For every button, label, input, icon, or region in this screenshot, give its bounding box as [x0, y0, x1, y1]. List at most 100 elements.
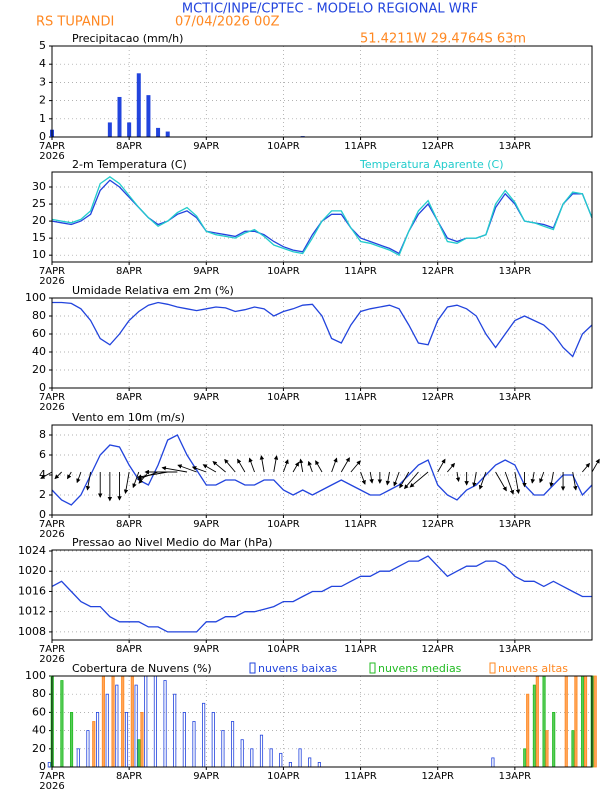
- wind-arrow: [248, 457, 255, 473]
- bar: [136, 73, 141, 137]
- x-tick-label: 11APR: [344, 519, 377, 530]
- run-time: 07/04/2026 00Z: [175, 15, 280, 30]
- wind-arrow: [54, 471, 62, 480]
- wind-arrow: [572, 471, 578, 491]
- y-tick-label: 1012: [18, 605, 46, 618]
- wind-arrow: [67, 471, 72, 480]
- x-tick-label: 8APR: [116, 266, 142, 277]
- bar: [153, 675, 157, 768]
- bar: [574, 675, 578, 768]
- bar: [47, 762, 51, 768]
- wind-arrow: [478, 471, 487, 490]
- x-tick-label: 13APR: [499, 644, 532, 655]
- bar: [137, 739, 141, 768]
- bar: [92, 721, 96, 768]
- x-tick-label: 13APR: [499, 141, 532, 152]
- y-tick-label: 20: [32, 214, 46, 227]
- x-tick-label: 7APR: [39, 392, 65, 403]
- bar: [593, 675, 597, 768]
- bar: [127, 122, 132, 137]
- y-tick-label: 80: [32, 687, 46, 700]
- bar: [69, 712, 74, 768]
- x-tick-label: 11APR: [344, 771, 377, 782]
- wind-arrow: [360, 471, 366, 485]
- y-tick-label: 40: [32, 724, 46, 737]
- y-tick-label: 3: [39, 75, 46, 88]
- bar: [221, 730, 225, 768]
- header-title: MCTIC/INPE/CPTEC - MODELO REGIONAL WRF: [182, 2, 478, 17]
- wind-arrow: [283, 459, 289, 473]
- y-tick-label: 15: [32, 231, 46, 244]
- wind-arrow: [385, 471, 391, 486]
- bar: [211, 712, 215, 768]
- x-tick-label: 9APR: [193, 392, 219, 403]
- x-tick-label: 11APR: [344, 266, 377, 277]
- bar: [95, 712, 100, 768]
- bar: [192, 721, 196, 768]
- year-label: 2026: [39, 654, 64, 665]
- wind-arrow: [455, 471, 461, 482]
- bar: [182, 712, 186, 768]
- wind-arrow: [315, 460, 323, 473]
- wind-arrow: [259, 455, 265, 473]
- bar: [60, 680, 64, 768]
- y-tick-label: 2: [39, 94, 46, 107]
- bar: [564, 675, 568, 768]
- wind-arrow: [437, 458, 446, 473]
- y-tick-label: 25: [32, 197, 46, 210]
- bar: [240, 739, 244, 768]
- y-tick-label: 0: [39, 130, 46, 143]
- x-tick-label: 10APR: [267, 141, 300, 152]
- wind-arrow: [404, 471, 419, 490]
- y-tick-label: 4: [39, 57, 46, 70]
- panel-title: Precipitacao (mm/h): [72, 32, 183, 45]
- y-tick-label: 80: [32, 309, 46, 322]
- panel-title: Pressao ao Nivel Medio do Mar (hPa): [72, 536, 272, 549]
- x-tick-label: 7APR: [39, 644, 65, 655]
- bar: [526, 693, 530, 768]
- bar: [532, 684, 536, 768]
- bar: [571, 730, 575, 768]
- x-tick-label: 12APR: [421, 771, 454, 782]
- plot-frame: [51, 297, 593, 389]
- y-tick-label: 2: [39, 488, 46, 501]
- bar: [535, 675, 539, 768]
- bar: [317, 762, 321, 768]
- wind-arrow: [137, 471, 168, 479]
- wind-arrow: [191, 466, 207, 473]
- bar: [156, 127, 161, 137]
- x-tick-label: 8APR: [116, 519, 142, 530]
- wind-arrow: [340, 457, 350, 473]
- x-tick-label: 7APR: [39, 266, 65, 277]
- wind-arrow: [514, 471, 521, 495]
- y-tick-label: 6: [39, 448, 46, 461]
- x-tick-label: 11APR: [344, 392, 377, 403]
- y-tick-label: 10: [32, 248, 46, 261]
- x-tick-label: 12APR: [421, 519, 454, 530]
- legend-label: nuvens baixas: [258, 662, 337, 675]
- x-tick-label: 9APR: [193, 141, 219, 152]
- y-tick-label: 60: [32, 327, 46, 340]
- x-tick-label: 8APR: [116, 771, 142, 782]
- x-tick-label: 13APR: [499, 266, 532, 277]
- bar: [105, 693, 109, 768]
- legend-label: nuvens altas: [498, 662, 568, 675]
- wind-arrow: [409, 471, 429, 488]
- bar: [124, 712, 129, 768]
- bar: [121, 675, 125, 768]
- x-tick-label: 12APR: [421, 141, 454, 152]
- panel-title: Vento em 10m (m/s): [72, 411, 185, 424]
- wind-arrow: [123, 471, 130, 495]
- x-tick-label: 10APR: [267, 771, 300, 782]
- y-tick-label: 1024: [18, 544, 46, 557]
- y-tick-label: 0: [39, 508, 46, 521]
- bar: [542, 675, 546, 768]
- bar: [581, 675, 585, 768]
- x-tick-label: 13APR: [499, 771, 532, 782]
- line: [52, 301, 593, 358]
- legend-swatch: [249, 662, 256, 674]
- bar: [288, 762, 292, 768]
- y-tick-label: 20: [32, 363, 46, 376]
- x-tick-label: 7APR: [39, 519, 65, 530]
